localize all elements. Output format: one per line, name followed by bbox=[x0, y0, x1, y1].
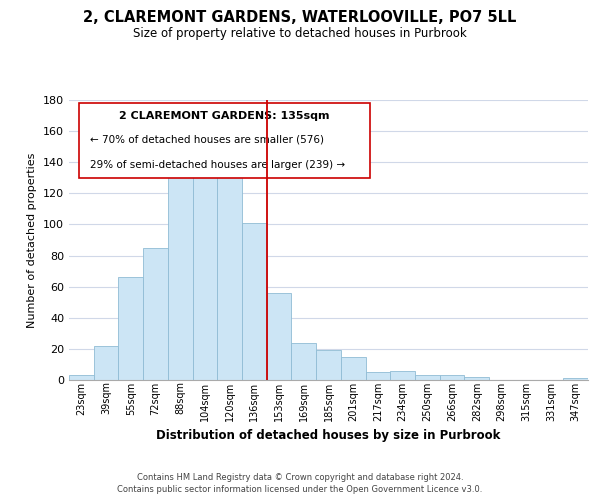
Text: Contains HM Land Registry data © Crown copyright and database right 2024.: Contains HM Land Registry data © Crown c… bbox=[137, 472, 463, 482]
Bar bbox=[464, 377, 489, 380]
Bar bbox=[341, 356, 365, 380]
Bar bbox=[365, 372, 390, 380]
Bar bbox=[217, 150, 242, 380]
Text: 2, CLAREMONT GARDENS, WATERLOOVILLE, PO7 5LL: 2, CLAREMONT GARDENS, WATERLOOVILLE, PO7… bbox=[83, 10, 517, 25]
Y-axis label: Number of detached properties: Number of detached properties bbox=[28, 152, 37, 328]
Bar bbox=[168, 173, 193, 380]
Bar bbox=[193, 158, 217, 380]
FancyBboxPatch shape bbox=[79, 103, 370, 178]
Text: 2 CLAREMONT GARDENS: 135sqm: 2 CLAREMONT GARDENS: 135sqm bbox=[119, 111, 330, 121]
Bar bbox=[242, 223, 267, 380]
Bar bbox=[267, 293, 292, 380]
Bar bbox=[415, 376, 440, 380]
Text: Contains public sector information licensed under the Open Government Licence v3: Contains public sector information licen… bbox=[118, 485, 482, 494]
Text: 29% of semi-detached houses are larger (239) →: 29% of semi-detached houses are larger (… bbox=[90, 160, 345, 170]
Bar bbox=[390, 370, 415, 380]
Bar bbox=[94, 346, 118, 380]
Bar bbox=[69, 376, 94, 380]
Text: Size of property relative to detached houses in Purbrook: Size of property relative to detached ho… bbox=[133, 28, 467, 40]
X-axis label: Distribution of detached houses by size in Purbrook: Distribution of detached houses by size … bbox=[157, 429, 500, 442]
Bar bbox=[143, 248, 168, 380]
Bar bbox=[292, 342, 316, 380]
Bar bbox=[440, 376, 464, 380]
Bar bbox=[563, 378, 588, 380]
Bar bbox=[316, 350, 341, 380]
Bar bbox=[118, 278, 143, 380]
Text: ← 70% of detached houses are smaller (576): ← 70% of detached houses are smaller (57… bbox=[90, 134, 324, 144]
